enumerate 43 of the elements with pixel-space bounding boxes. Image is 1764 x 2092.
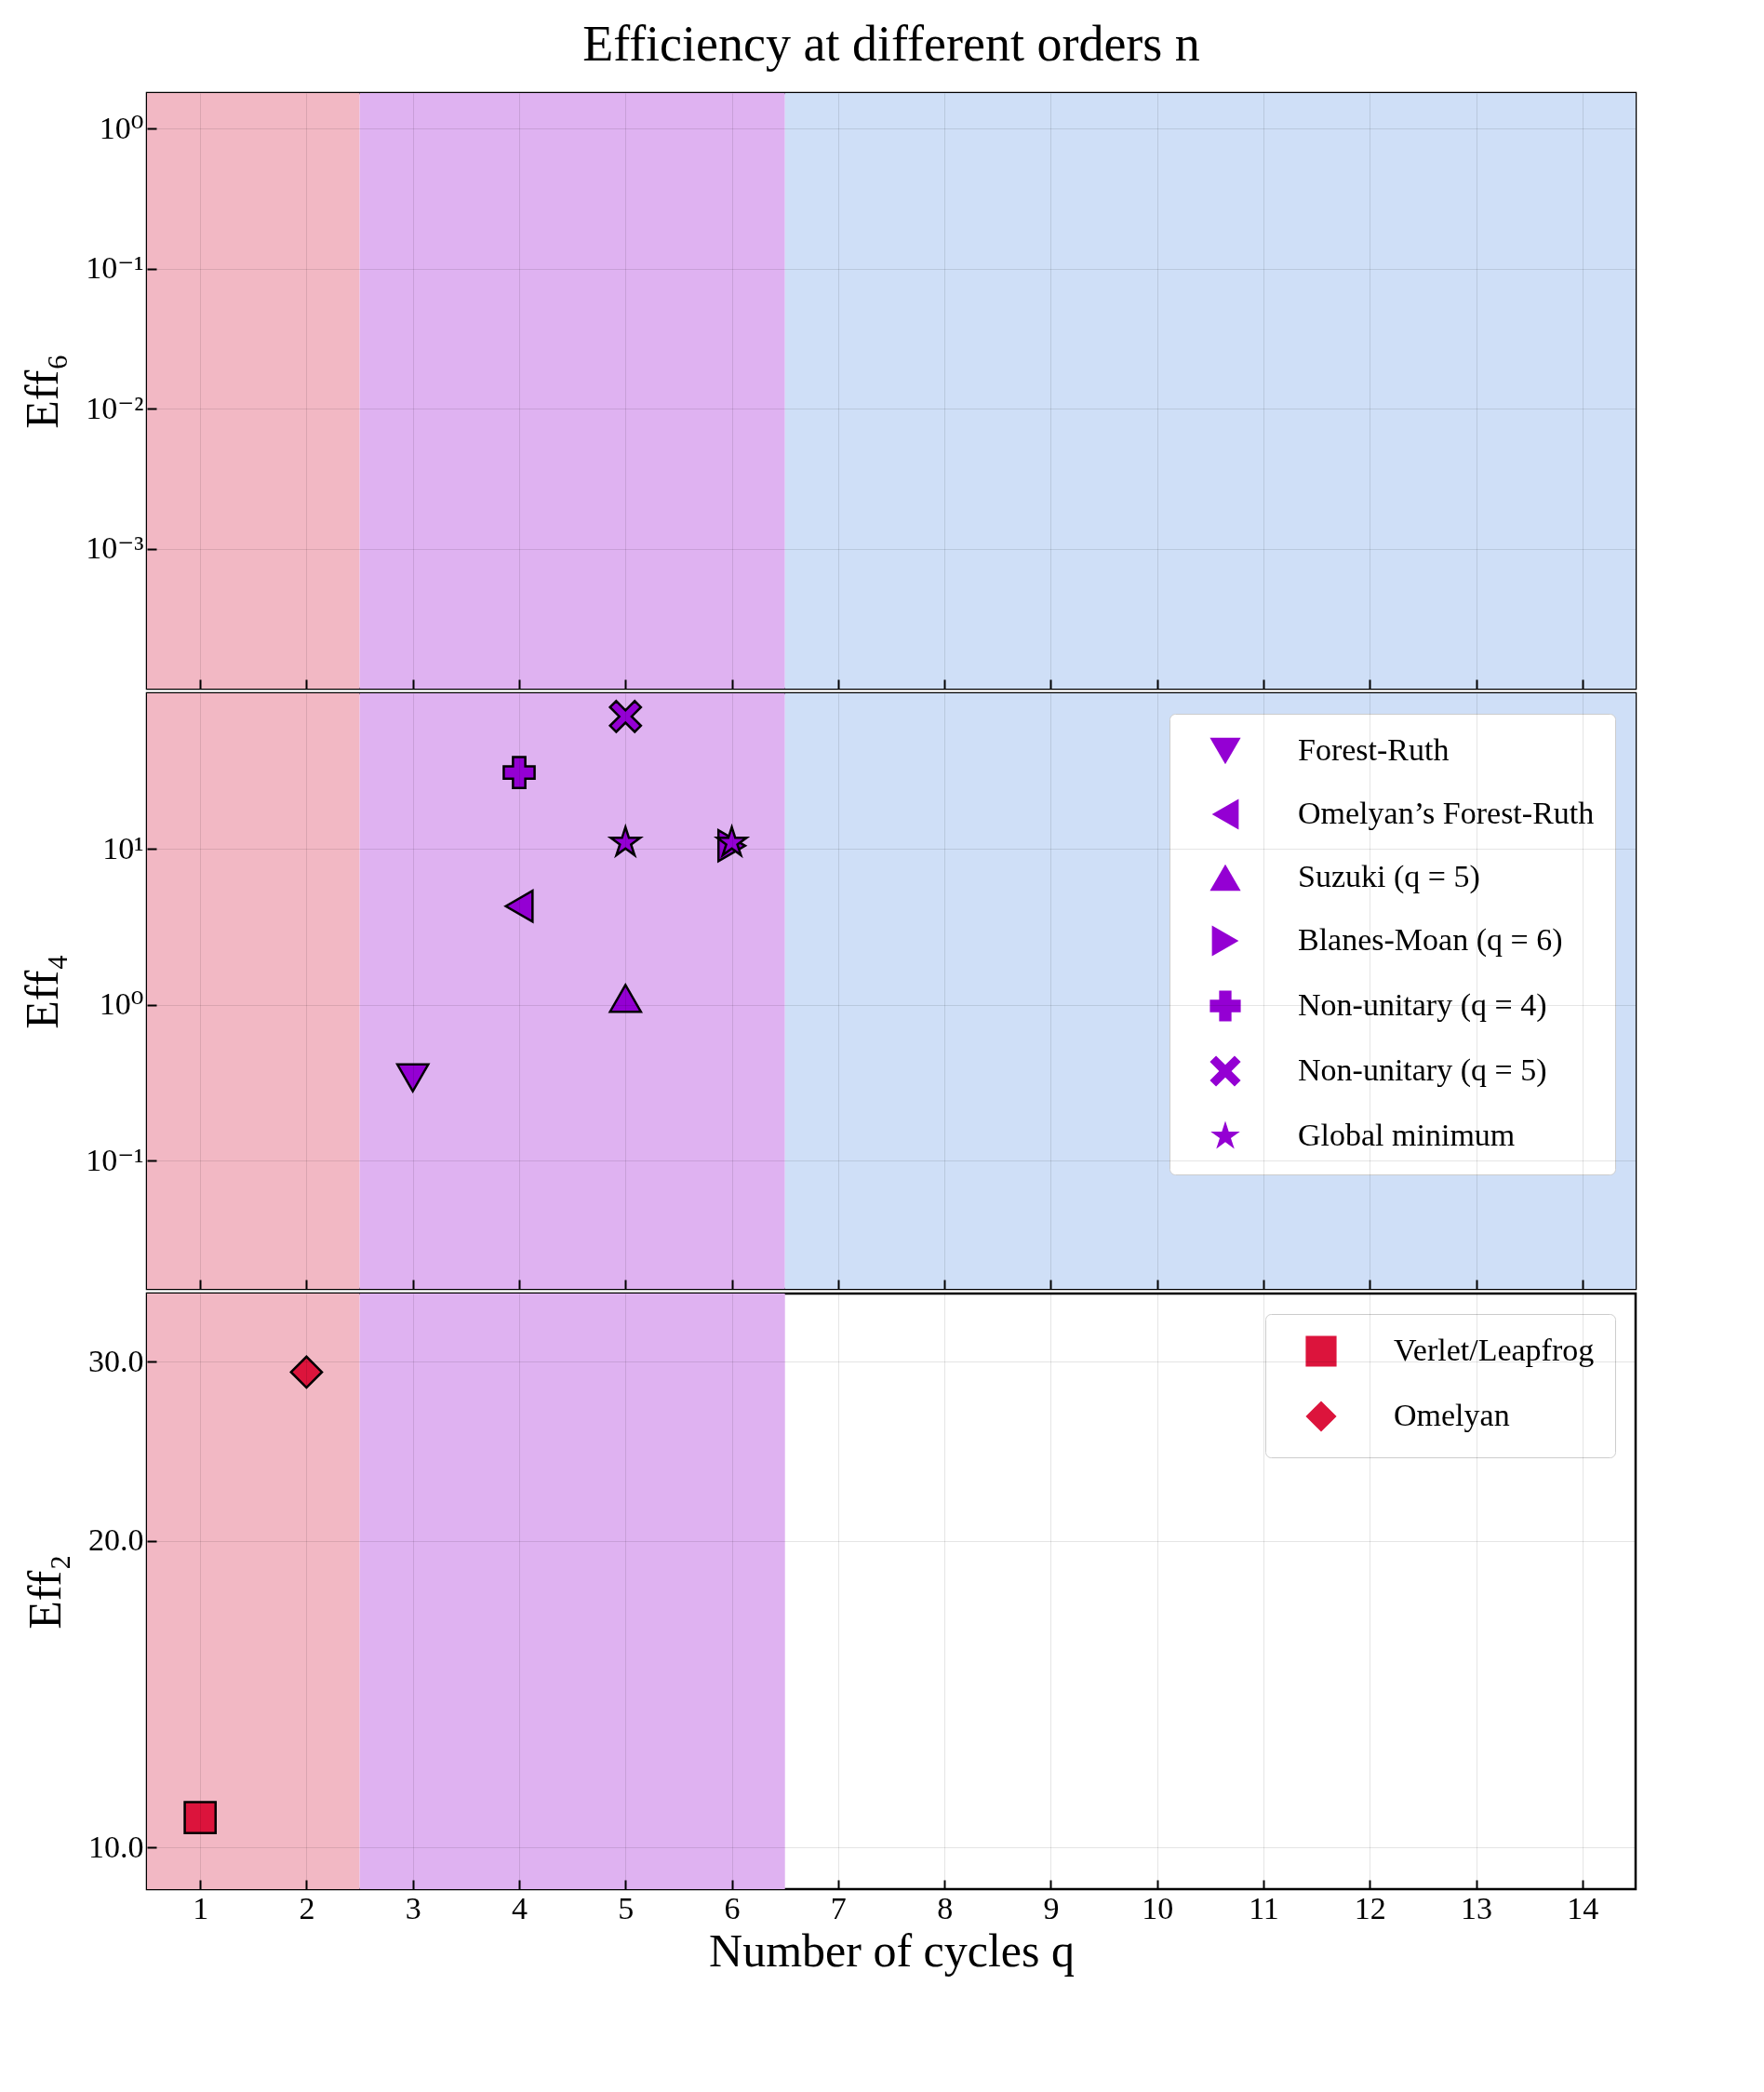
y-tick-label: 10⁻¹ bbox=[86, 1142, 144, 1177]
legend-label: Non-unitary (q = 5) bbox=[1298, 1053, 1547, 1088]
x-tick-label: 3 bbox=[405, 1890, 421, 1925]
y-tick-label: 10⁰ bbox=[99, 110, 144, 145]
legend-label: Non-unitary (q = 4) bbox=[1298, 987, 1547, 1023]
point bbox=[504, 889, 534, 923]
legend-label: Forest-Ruth bbox=[1298, 732, 1450, 767]
x-tick-label: 5 bbox=[618, 1890, 635, 1925]
x-tick-label: 8 bbox=[937, 1890, 954, 1925]
y-tick-label: 20.0 bbox=[88, 1522, 144, 1558]
legend-label: Blanes-Moan (q = 6) bbox=[1298, 922, 1563, 958]
point bbox=[502, 756, 536, 789]
x-tick-label: 7 bbox=[830, 1890, 847, 1925]
x-tick-label: 11 bbox=[1249, 1890, 1279, 1925]
x-tick-label: 2 bbox=[299, 1890, 315, 1925]
x-axis-title: Number of cycles q bbox=[709, 1924, 1075, 1977]
legend-label: Verlet/Leapfrog bbox=[1394, 1333, 1595, 1367]
x-tick-label: 4 bbox=[512, 1890, 528, 1925]
y-tick-label: 10⁻³ bbox=[86, 530, 144, 566]
y-tick-label: 10.0 bbox=[88, 1829, 144, 1864]
x-tick-label: 6 bbox=[724, 1890, 741, 1925]
chart-title: Efficiency at different orders n bbox=[582, 16, 1200, 72]
x-tick-label: 14 bbox=[1567, 1890, 1599, 1925]
y-tick-label: 10⁰ bbox=[99, 986, 144, 1022]
x-tick-label: 13 bbox=[1461, 1890, 1493, 1925]
y-tick-label: 30.0 bbox=[88, 1343, 144, 1378]
y-axis-title: Eff₆ bbox=[16, 354, 69, 429]
legend-label: Omelyan bbox=[1394, 1398, 1510, 1432]
legend-label: Suzuki (q = 5) bbox=[1298, 859, 1480, 894]
y-axis-title: Eff₄ bbox=[16, 954, 69, 1029]
x-tick-label: 1 bbox=[193, 1890, 209, 1925]
y-tick-label: 10⁻² bbox=[86, 390, 144, 425]
y-tick-label: 10⁻¹ bbox=[86, 250, 144, 286]
legend-label: Omelyan’s Forest-Ruth bbox=[1298, 796, 1595, 830]
point bbox=[608, 984, 643, 1013]
point bbox=[608, 700, 643, 733]
point bbox=[395, 1063, 430, 1093]
x-tick-label: 12 bbox=[1354, 1890, 1386, 1925]
y-axis-title: Eff₂ bbox=[19, 1554, 71, 1629]
x-tick-label: 10 bbox=[1142, 1890, 1174, 1925]
y-tick-label: 10¹ bbox=[102, 830, 144, 865]
x-tick-label: 9 bbox=[1043, 1890, 1060, 1925]
legend-label: Global minimum bbox=[1298, 1118, 1516, 1152]
